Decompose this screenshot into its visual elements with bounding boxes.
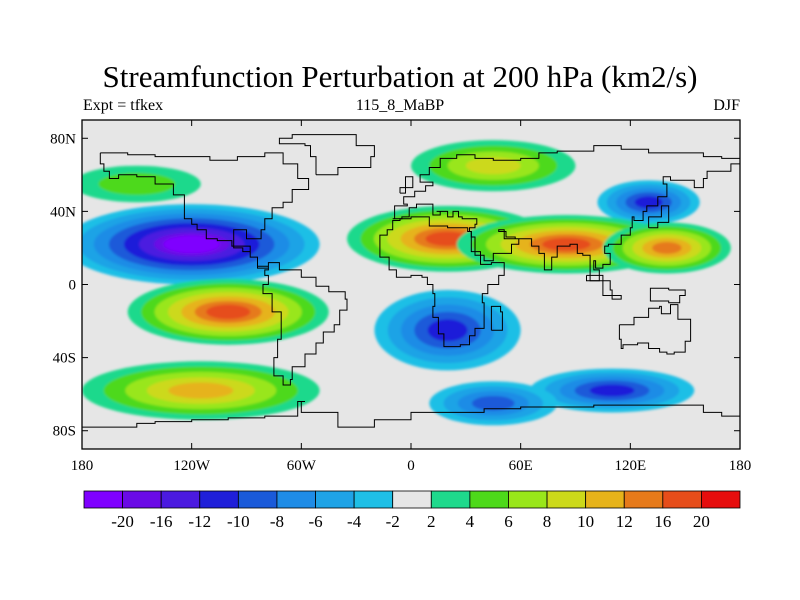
colorbar-box: [122, 490, 162, 509]
lon-tick-label: 60W: [287, 458, 317, 474]
coastlines: [82, 134, 740, 428]
run-label: 115_8_MaBP: [355, 97, 445, 114]
coastline: [392, 145, 740, 282]
lat-tick-label: 40S: [53, 351, 76, 367]
season-label: DJF: [713, 97, 740, 114]
colorbar-box: [353, 490, 394, 509]
field-extremum: [431, 321, 464, 340]
field-extremum: [206, 304, 251, 320]
field-extremum: [652, 242, 681, 254]
lon-tick-label: 0: [407, 458, 415, 474]
lon-tick-label: 120E: [614, 458, 646, 474]
colorbar-box: [508, 490, 548, 509]
lon-tick-label: 180: [729, 458, 752, 474]
coastline: [99, 152, 348, 386]
lat-tick-label: 80S: [53, 424, 76, 440]
coastline: [649, 287, 686, 304]
lat-tick-label: 40N: [50, 204, 76, 220]
colorbar-label: 2: [427, 512, 436, 531]
field-extremum: [542, 237, 591, 251]
colorbar-box: [701, 490, 741, 509]
lat-tick-label: 80N: [50, 131, 76, 147]
colorbar-box: [276, 490, 316, 509]
lon-tick-label: 180: [71, 458, 94, 474]
colorbar-label: -16: [150, 512, 173, 531]
coastline: [82, 401, 740, 428]
colorbar: -20 -16 -12 -10 -8 -6 -4 -2 2 4 6 8 10 12 16 20: [83, 490, 741, 531]
colorbar-label: 12: [616, 512, 633, 531]
coastline: [379, 216, 505, 348]
colorbar-label: -4: [347, 512, 362, 531]
colorbar-box: [585, 490, 625, 509]
field-extremum: [479, 398, 508, 409]
coastline: [399, 176, 414, 194]
field-extremum: [475, 160, 512, 172]
colorbar-label: 20: [693, 512, 710, 531]
colorbar-label: -6: [308, 512, 322, 531]
lon-tick-label: 60E: [509, 458, 533, 474]
colorbar-label: -10: [227, 512, 250, 531]
lat-tick-label: 0: [69, 278, 77, 294]
plot-title: Streamfunction Perturbation at 200 hPa (…: [102, 59, 698, 94]
colorbar-box: [199, 490, 239, 509]
colorbar-box: [430, 490, 471, 509]
field-extremum: [637, 197, 660, 208]
colorbar-box: [662, 490, 702, 509]
colorbar-label: -8: [270, 512, 284, 531]
colorbar-box: [469, 490, 509, 509]
coastline: [490, 305, 503, 331]
field-extremum: [593, 385, 631, 396]
colorbar-label: 16: [654, 512, 671, 531]
colorbar-box: [546, 490, 587, 509]
colorbar-box: [237, 490, 278, 509]
colorbar-box: [392, 490, 432, 509]
coastline: [586, 274, 622, 300]
colorbar-label: -12: [188, 512, 211, 531]
lon-tick-label: 120W: [173, 458, 211, 474]
colorbar-label: 6: [504, 512, 513, 531]
colorbar-label: -20: [111, 512, 134, 531]
coastline: [648, 205, 670, 229]
colorbar-label: 8: [543, 512, 552, 531]
contour-field: [82, 140, 731, 426]
colorbar-box: [315, 490, 355, 509]
coastline: [618, 304, 692, 355]
colorbar-box: [160, 490, 201, 509]
colorbar-label: -2: [386, 512, 400, 531]
field-extremum: [122, 179, 151, 188]
colorbar-box: [623, 490, 664, 509]
colorbar-box: [83, 490, 123, 509]
field-extremum: [174, 384, 227, 397]
colorbar-label: 10: [577, 512, 594, 531]
experiment-label: Expt = tfkex: [83, 97, 164, 114]
field-extremum: [163, 235, 220, 254]
colorbar-label: 4: [466, 512, 475, 531]
coastline: [278, 134, 375, 176]
